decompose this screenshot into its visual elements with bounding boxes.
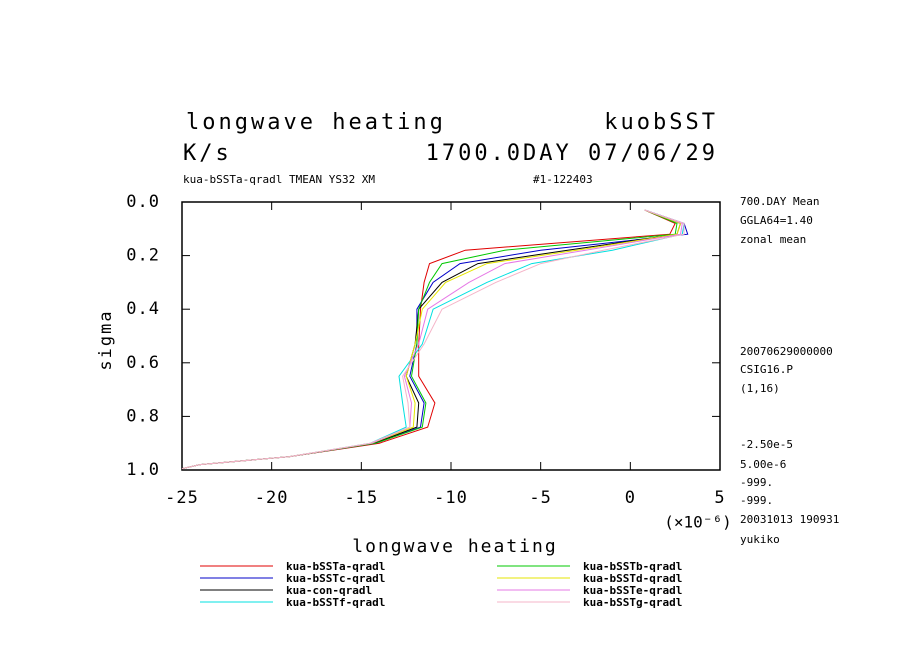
- annotation: -999.: [740, 494, 773, 507]
- legend-label: kua-bSSTc-qradl: [286, 572, 385, 585]
- y-tick-label: 0.8: [126, 406, 160, 426]
- legend-label: kua-bSSTg-qradl: [583, 596, 682, 609]
- profile-line: [181, 209, 676, 470]
- annotation: zonal mean: [740, 233, 806, 246]
- y-tick-label: 0.6: [126, 353, 160, 373]
- x-tick-label: -15: [344, 488, 378, 508]
- x-axis-label: longwave heating: [352, 536, 557, 557]
- x-tick-label: 0: [625, 488, 636, 508]
- legend-label: kua-bSSTe-qradl: [583, 584, 682, 597]
- legend-label: kua-bSSTd-qradl: [583, 572, 682, 585]
- annotation: yukiko: [740, 533, 780, 546]
- legend-label: kua-con-qradl: [286, 584, 372, 597]
- annotation: 700.DAY Mean: [740, 195, 819, 208]
- x-tick-label: -25: [165, 488, 199, 508]
- annotation: 20070629000000: [740, 345, 833, 358]
- y-tick-label: 1.0: [126, 460, 160, 480]
- profile-line: [181, 209, 685, 470]
- profile-line: [181, 209, 678, 470]
- experiment-label: kuobSST: [604, 110, 718, 135]
- x-tick-label: -20: [255, 488, 289, 508]
- time-label: 1700.0DAY 07/06/29: [426, 141, 718, 166]
- run-id: #1-122403: [533, 173, 593, 186]
- x-tick-label: 5: [714, 488, 725, 508]
- y-tick-label: 0.0: [126, 192, 160, 212]
- annotation: -999.: [740, 476, 773, 489]
- x-tick-label: -10: [434, 488, 468, 508]
- x-multiplier: (×10⁻⁶): [664, 513, 731, 532]
- plot-frame: [181, 201, 721, 471]
- y-tick-label: 0.2: [126, 246, 160, 266]
- annotation: 20031013 190931: [740, 513, 839, 526]
- y-tick-label: 0.4: [126, 299, 160, 319]
- annotation: CSIG16.P: [740, 363, 793, 376]
- legend-label: kua-bSSTb-qradl: [583, 560, 682, 573]
- annotation: 5.00e-6: [740, 458, 786, 471]
- legend-label: kua-bSSTa-qradl: [286, 560, 385, 573]
- subtitle: kua-bSSTa-qradl TMEAN YS32 XM: [183, 173, 375, 186]
- annotation: GGLA64=1.40: [740, 214, 813, 227]
- chart-title: longwave heating: [186, 110, 446, 135]
- annotation: (1,16): [740, 382, 780, 395]
- units-label: K/s: [183, 141, 232, 166]
- profile-line: [181, 209, 683, 470]
- annotation: -2.50e-5: [740, 438, 793, 451]
- profile-line: [181, 209, 682, 470]
- x-tick-label: -5: [529, 488, 551, 508]
- profile-line: [181, 209, 682, 470]
- legend-label: kua-bSSTf-qradl: [286, 596, 385, 609]
- y-axis-label: sigma: [96, 309, 116, 370]
